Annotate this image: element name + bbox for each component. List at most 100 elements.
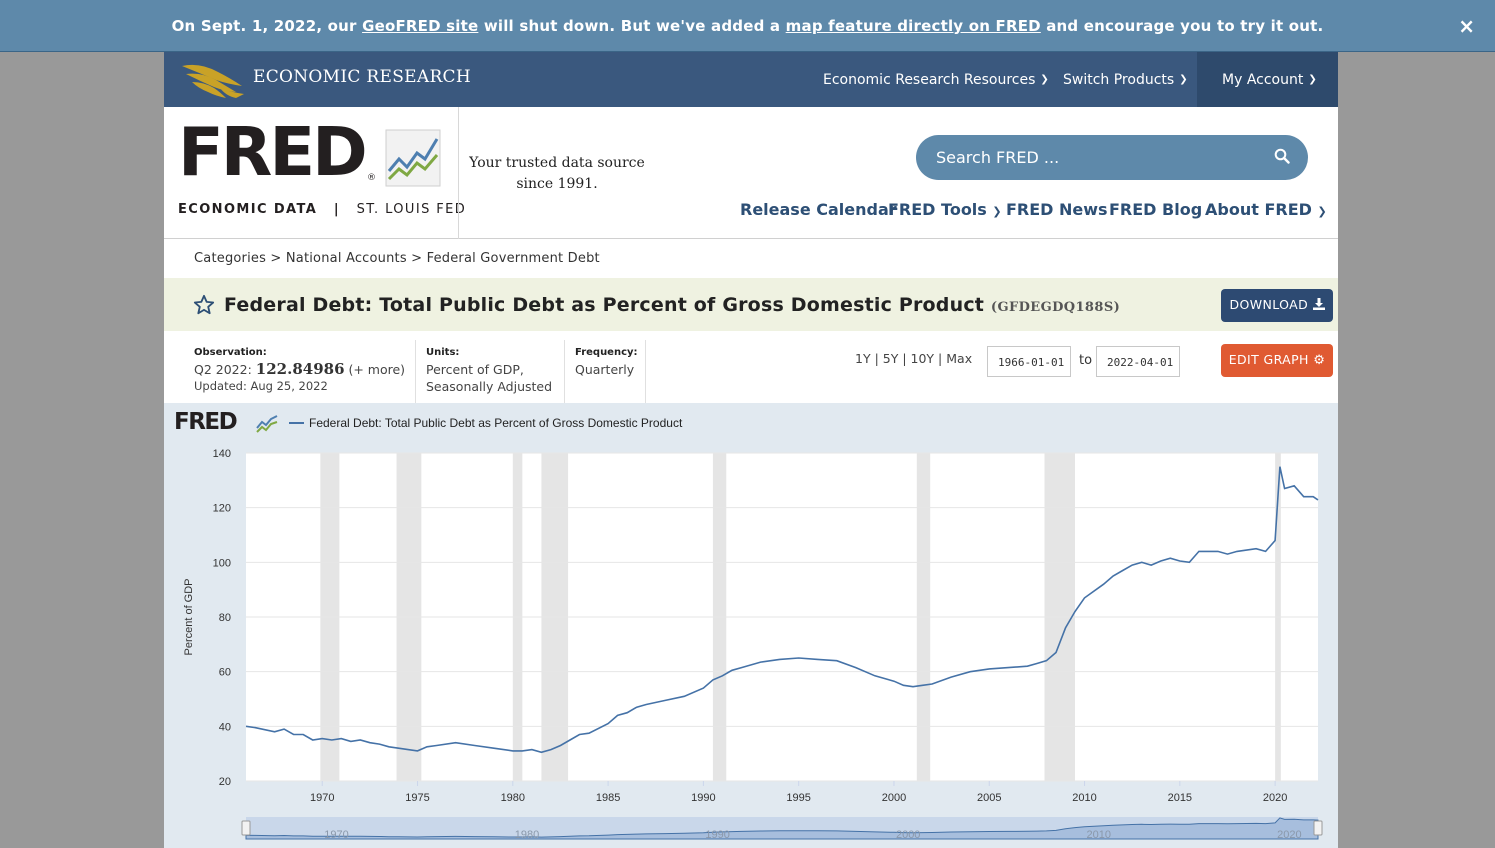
top-bar: ECONOMIC RESEARCH Economic Research Reso… [164,52,1338,107]
x-tick-label: 1985 [596,792,620,804]
fred-chart-icon [385,129,441,187]
x-tick-label: 1980 [501,792,525,804]
chevron-down-icon: ❯ [1317,205,1327,218]
frequency-label: Frequency: [575,347,638,358]
nav-label: About FRED [1205,200,1312,219]
chevron-down-icon: ❯ [1040,74,1049,85]
map-feature-link[interactable]: map feature directly on FRED [785,17,1041,35]
tagline-line: since 1991. [516,176,598,192]
gear-icon: ⚙ [1313,353,1326,368]
observation-period: Q2 2022: [194,362,252,377]
st-louis-fed-label: ST. LOUIS FED [356,202,467,217]
y-tick-label: 60 [219,667,231,679]
nav-label: My Account [1222,71,1304,88]
range-max[interactable]: Max [946,351,973,366]
legend-swatch [289,422,304,424]
nav-label: Switch Products [1063,71,1175,88]
navigator-tick-label: 2010 [1087,829,1111,841]
y-tick-label: 40 [219,721,231,733]
download-button[interactable]: DOWNLOAD [1221,289,1333,322]
y-tick-label: 100 [213,557,231,569]
eagle-logo-icon[interactable] [180,58,246,100]
geofred-link[interactable]: GeoFRED site [362,17,479,35]
end-date-input[interactable]: 2022-04-01 [1096,346,1180,377]
legend-label: Federal Debt: Total Public Debt as Perce… [309,416,683,430]
separator: | [333,202,340,217]
announcement-banner: On Sept. 1, 2022, our GeoFRED site will … [0,0,1495,52]
breadcrumb-federal-government-debt[interactable]: Federal Government Debt [426,251,600,266]
breadcrumb-categories[interactable]: Categories [194,251,267,266]
banner-message: On Sept. 1, 2022, our GeoFRED site will … [0,17,1495,35]
nav-economic-research-resources[interactable]: Economic Research Resources ❯ [823,52,1049,107]
navigator-tick-label: 1980 [515,829,539,841]
edit-graph-label: EDIT GRAPH [1228,352,1309,367]
star-icon[interactable] [193,294,215,316]
registered-mark: ® [367,173,376,183]
nav-release-calendar[interactable]: Release Calendar [740,200,897,219]
search-input[interactable]: Search FRED ... [916,135,1308,180]
chevron-down-icon: ❯ [992,205,1002,218]
fred-graph-logo-word: FRED [174,409,238,435]
series-title: Federal Debt: Total Public Debt as Perce… [224,294,985,316]
range-selector: 1Y | 5Y | 10Y | Max [855,351,973,366]
nav-fred-news[interactable]: FRED News [1006,200,1108,219]
nav-my-account[interactable]: My Account ❯ [1197,52,1338,107]
tagline: Your trusted data source since 1991. [467,153,647,195]
series-code: (GFDEGDQ188S) [990,300,1121,315]
search-placeholder: Search FRED ... [936,148,1060,167]
observation-value: 122.84986 [255,360,345,378]
navigator-handle[interactable] [1313,820,1323,836]
navigator-handle[interactable] [241,820,251,836]
download-icon [1312,298,1325,310]
banner-text: will shut down. But we've added a [478,17,786,35]
download-label: DOWNLOAD [1229,297,1309,312]
frequency-block: Frequency: Quarterly [575,344,638,378]
search-icon[interactable] [1274,148,1290,164]
divider [458,107,459,239]
nav-switch-products[interactable]: Switch Products ❯ [1063,52,1188,107]
nav-label: FRED Tools [888,200,987,219]
nav-fred-blog[interactable]: FRED Blog [1109,200,1203,219]
breadcrumb: Categories > National Accounts > Federal… [194,251,600,266]
navigator-series [245,817,1319,840]
economic-research-brand[interactable]: ECONOMIC RESEARCH [253,67,471,87]
nav-about-fred[interactable]: About FRED ❯ [1205,200,1327,219]
range-1y[interactable]: 1Y [855,351,871,366]
x-tick-label: 2005 [977,792,1001,804]
fred-subtitle: ECONOMIC DATA | ST. LOUIS FED [178,202,466,217]
chevron-down-icon: ❯ [1179,74,1188,85]
observation-label: Observation: [194,347,267,358]
y-axis-label: Percent of GDP [183,578,195,655]
fred-chart-icon [256,415,278,433]
range-navigator[interactable]: 1970 1980 1990 2000 2010 2020 [241,817,1323,841]
y-tick-label: 20 [219,776,231,788]
navigator-tick-label: 1990 [705,829,729,841]
units-label: Units: [426,347,460,358]
edit-graph-button[interactable]: EDIT GRAPH ⚙ [1221,344,1333,377]
masthead: FRED ® ECONOMIC DATA | ST. LOUIS FED You… [164,107,1338,239]
banner-text: On Sept. 1, 2022, our [171,17,363,35]
fred-logo-word: FRED [178,113,368,191]
navigator-tick-label: 2000 [896,829,920,841]
range-10y[interactable]: 10Y [910,351,935,366]
breadcrumb-national-accounts[interactable]: National Accounts [285,251,407,266]
start-date-input[interactable]: 1966-01-01 [987,346,1071,377]
updated-date: Updated: Aug 25, 2022 [194,379,328,393]
x-tick-label: 1975 [405,792,429,804]
frequency-value: Quarterly [575,362,635,377]
x-tick-label: 2010 [1072,792,1096,804]
series-line [245,466,1319,754]
y-tick-label: 120 [213,503,231,515]
x-tick-label: 2020 [1263,792,1287,804]
close-icon[interactable]: × [1458,14,1475,38]
more-observations-link[interactable]: (+ more) [348,362,406,377]
divider [645,340,646,404]
range-5y[interactable]: 5Y [882,351,899,366]
nav-fred-tools[interactable]: FRED Tools ❯ [888,200,1002,219]
units-value: Seasonally Adjusted [426,379,553,394]
units-block: Units: Percent of GDP, Seasonally Adjust… [426,344,552,395]
y-tick-label: 140 [213,448,231,460]
graph-panel: FRED Federal Debt: Total Public Debt as … [164,403,1338,848]
breadcrumb-separator: > [270,251,282,266]
